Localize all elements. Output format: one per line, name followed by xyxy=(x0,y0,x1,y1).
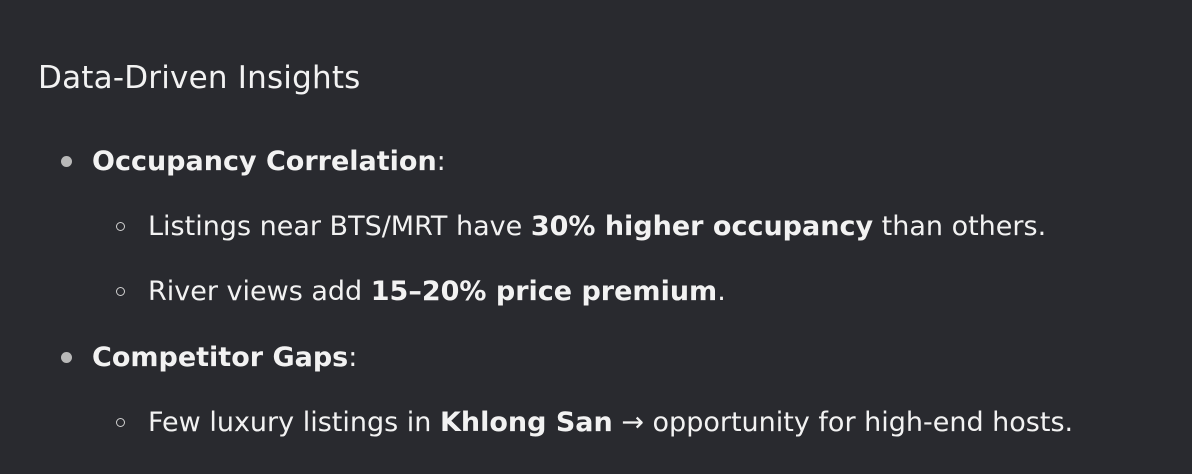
list-item-text: Listings near BTS/MRT have xyxy=(148,211,531,242)
page-heading: Data-Driven Insights xyxy=(38,60,361,96)
list-item-text: Few luxury listings in xyxy=(148,407,440,438)
list-item: River views add 15–20% price premium. xyxy=(148,274,726,310)
list-item-highlight: 30% higher occupancy xyxy=(530,211,874,242)
list-item: Listings near BTS/MRT have 30% higher oc… xyxy=(148,209,1046,245)
list-item-highlight: Khlong San xyxy=(439,407,613,438)
list-item-text: River views add xyxy=(148,276,371,307)
list-item-text: → opportunity for high-end hosts. xyxy=(612,407,1074,438)
section-title-label: Occupancy Correlation xyxy=(92,146,437,177)
bullet-circle-icon xyxy=(116,418,125,427)
bullet-disc-icon xyxy=(61,156,72,167)
bullet-circle-icon xyxy=(116,222,125,231)
list-item-text: . xyxy=(717,276,726,307)
section-title-suffix: : xyxy=(436,146,446,177)
list-item: Few luxury listings in Khlong San → oppo… xyxy=(148,405,1073,441)
section-title-occupancy: Occupancy Correlation: xyxy=(92,144,446,180)
section-title-label: Competitor Gaps xyxy=(92,342,349,373)
section-title-suffix: : xyxy=(348,342,358,373)
bullet-circle-icon xyxy=(116,287,125,296)
section-title-competitor: Competitor Gaps: xyxy=(92,340,357,376)
list-item-highlight: 15–20% price premium xyxy=(370,276,718,307)
bullet-disc-icon xyxy=(61,352,72,363)
list-item-text: than others. xyxy=(873,211,1047,242)
